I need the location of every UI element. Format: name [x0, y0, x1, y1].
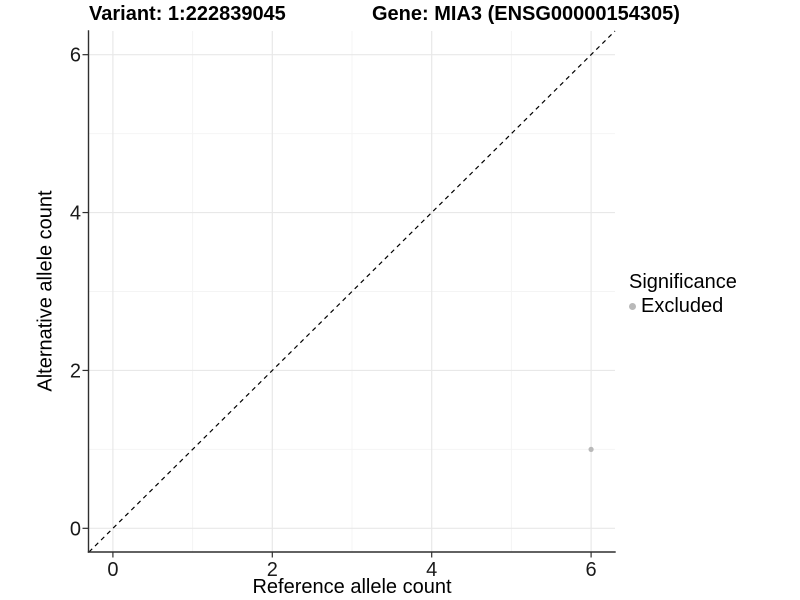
x-tick-label: 4 [426, 559, 437, 581]
legend-key-dot-icon [629, 303, 636, 310]
legend-item-label: Excluded [641, 295, 724, 317]
legend-title: Significance [629, 271, 737, 293]
y-tick-label: 4 [70, 203, 81, 225]
x-tick-label: 2 [267, 559, 278, 581]
x-tick-label: 0 [107, 559, 118, 581]
identity-dashed-line [88, 30, 616, 553]
legend: Significance Excluded [629, 270, 737, 318]
plot-title-gene: Gene: MIA3 (ENSG00000154305) [372, 3, 680, 25]
x-axis-title: Reference allele count [252, 576, 452, 598]
x-tick-label: 6 [586, 559, 597, 581]
y-axis-title: Alternative allele count [34, 190, 57, 392]
y-tick-label: 2 [70, 360, 81, 382]
plot-title-variant: Variant: 1:222839045 [89, 3, 286, 25]
y-tick-label: 0 [70, 518, 81, 540]
legend-item-excluded: Excluded [629, 295, 737, 318]
data-point [588, 446, 594, 452]
y-tick-label: 6 [70, 45, 81, 67]
